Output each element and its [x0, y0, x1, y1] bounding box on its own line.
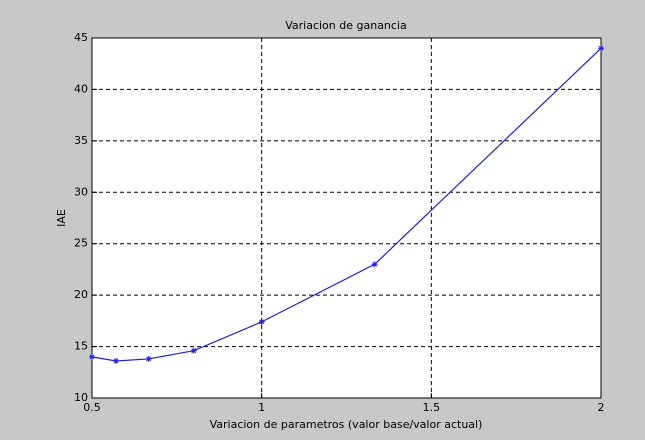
- data-marker: [598, 45, 604, 52]
- y-tick-label: 30: [74, 185, 88, 198]
- y-tick-label: 45: [74, 31, 88, 44]
- data-marker: [371, 261, 378, 268]
- y-tick-label: 35: [74, 134, 88, 147]
- data-marker: [145, 355, 152, 362]
- data-marker: [258, 318, 265, 325]
- plot-frame: [91, 37, 602, 399]
- x-axis-label: Variacion de parametros (valor base/valo…: [210, 418, 483, 431]
- y-tick-label: 40: [74, 82, 88, 95]
- y-tick-label: 10: [74, 391, 88, 404]
- data-marker: [113, 357, 120, 364]
- x-tick-label: 1.5: [423, 401, 441, 414]
- x-tick-label: 1: [258, 401, 265, 414]
- chart-title: Variacion de ganancia: [285, 19, 407, 32]
- plot-area: [91, 37, 602, 399]
- data-marker: [89, 353, 95, 360]
- data-marker: [190, 347, 197, 354]
- y-tick-label: 20: [74, 288, 88, 301]
- y-axis-label: IAE: [55, 209, 68, 227]
- x-tick-label: 2: [598, 401, 605, 414]
- y-tick-label: 15: [74, 340, 88, 353]
- x-tick-label: 0.5: [83, 401, 101, 414]
- y-tick-label: 25: [74, 237, 88, 250]
